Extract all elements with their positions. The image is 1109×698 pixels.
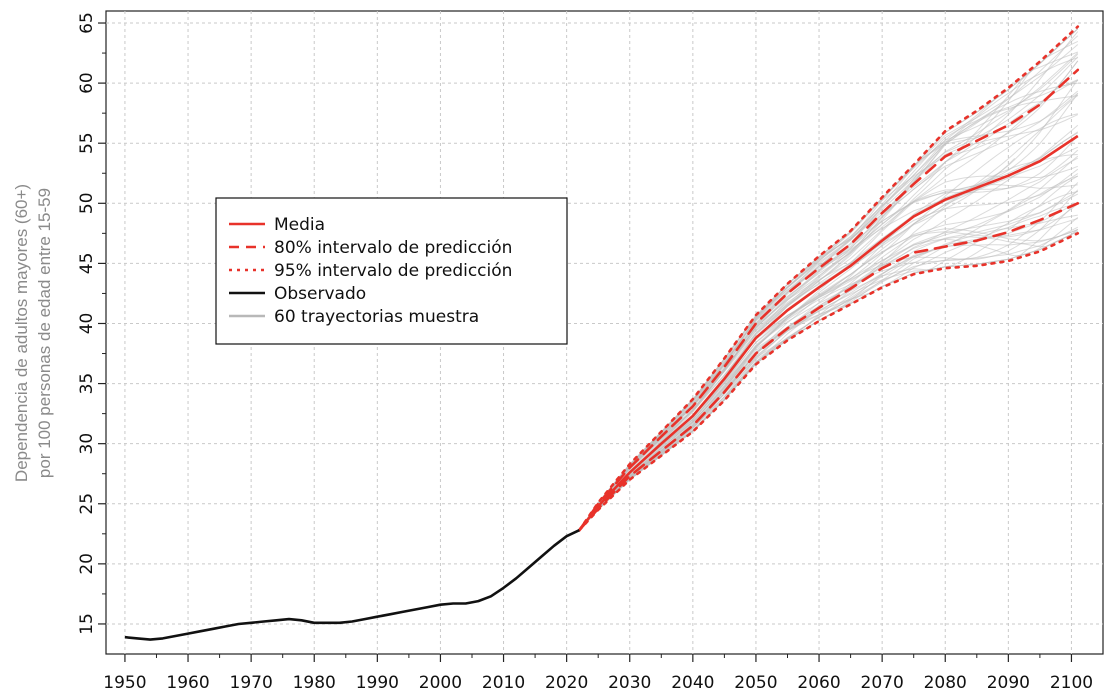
x-tick-label: 2000 [419, 673, 462, 693]
series-line-median [578, 134, 1079, 532]
y-tick-label: 35 [77, 373, 97, 395]
sample-trajectory [578, 230, 1079, 531]
series-line-observed [124, 529, 580, 641]
legend: Media 80% intervalo de predicción 95% inte… [215, 197, 568, 345]
legend-label: Media [274, 215, 325, 235]
y-tick-label: 45 [77, 253, 97, 275]
y-axis-title-line-2: por 100 personas de edad entre 15-59 [35, 188, 54, 478]
x-tick-label: 2040 [671, 673, 714, 693]
x-tick-label: 1990 [356, 673, 399, 693]
x-tick-label: 1970 [230, 673, 273, 693]
sample-trajectory [578, 135, 1079, 531]
series-line-pi80_upper [578, 68, 1080, 532]
x-tick-label: 2090 [987, 673, 1030, 693]
sample-trajectories [578, 28, 1079, 531]
x-tick-label: 2020 [545, 673, 588, 693]
sample-trajectory [578, 90, 1079, 531]
series-line-pi95_upper [578, 25, 1080, 532]
x-tick-label: 1950 [103, 673, 146, 693]
y-tick-label: 25 [77, 493, 97, 515]
y-tick-label: 15 [77, 613, 97, 635]
series-line-pi80_lower [578, 202, 1080, 532]
y-tick-label: 40 [77, 313, 97, 335]
x-tick-label: 1960 [166, 673, 209, 693]
sample-trajectory [578, 157, 1079, 531]
y-tick-label: 50 [77, 192, 97, 214]
legend-box [215, 197, 568, 345]
y-tick-label: 60 [77, 72, 97, 94]
y-tick-label: 65 [77, 12, 97, 34]
legend-label: 95% intervalo de predicción [274, 261, 512, 281]
x-tick-label: 1980 [293, 673, 336, 693]
y-tick-label: 55 [77, 132, 97, 154]
x-tick-label: 2100 [1050, 673, 1093, 693]
series-line-pi95_lower [578, 232, 1080, 532]
x-tick-label: 2010 [482, 673, 525, 693]
x-tick-label: 2060 [797, 673, 840, 693]
x-tick-label: 2080 [924, 673, 967, 693]
y-axis-title-line-1: Dependencia de adultos mayores (60+) [12, 184, 31, 482]
main-lines [124, 134, 1079, 641]
x-tick-label: 2070 [861, 673, 904, 693]
y-axis-ticks: 15 20 25 30 35 40 45 50 55 60 65 [77, 12, 106, 635]
sample-trajectory [578, 175, 1079, 531]
sample-trajectory [578, 217, 1079, 531]
x-tick-label: 2030 [608, 673, 651, 693]
x-axis-ticks: 1950 1960 1970 1980 1990 2000 2010 2020 2030 2040… [103, 654, 1093, 693]
legend-label: 80% intervalo de predicción [274, 238, 512, 258]
prediction-intervals [578, 25, 1080, 532]
y-tick-label: 30 [77, 433, 97, 455]
x-tick-label: 2050 [734, 673, 777, 693]
legend-label: Observado [274, 284, 366, 304]
legend-label: 60 trayectorias muestra [274, 307, 479, 327]
y-tick-label: 20 [77, 553, 97, 575]
